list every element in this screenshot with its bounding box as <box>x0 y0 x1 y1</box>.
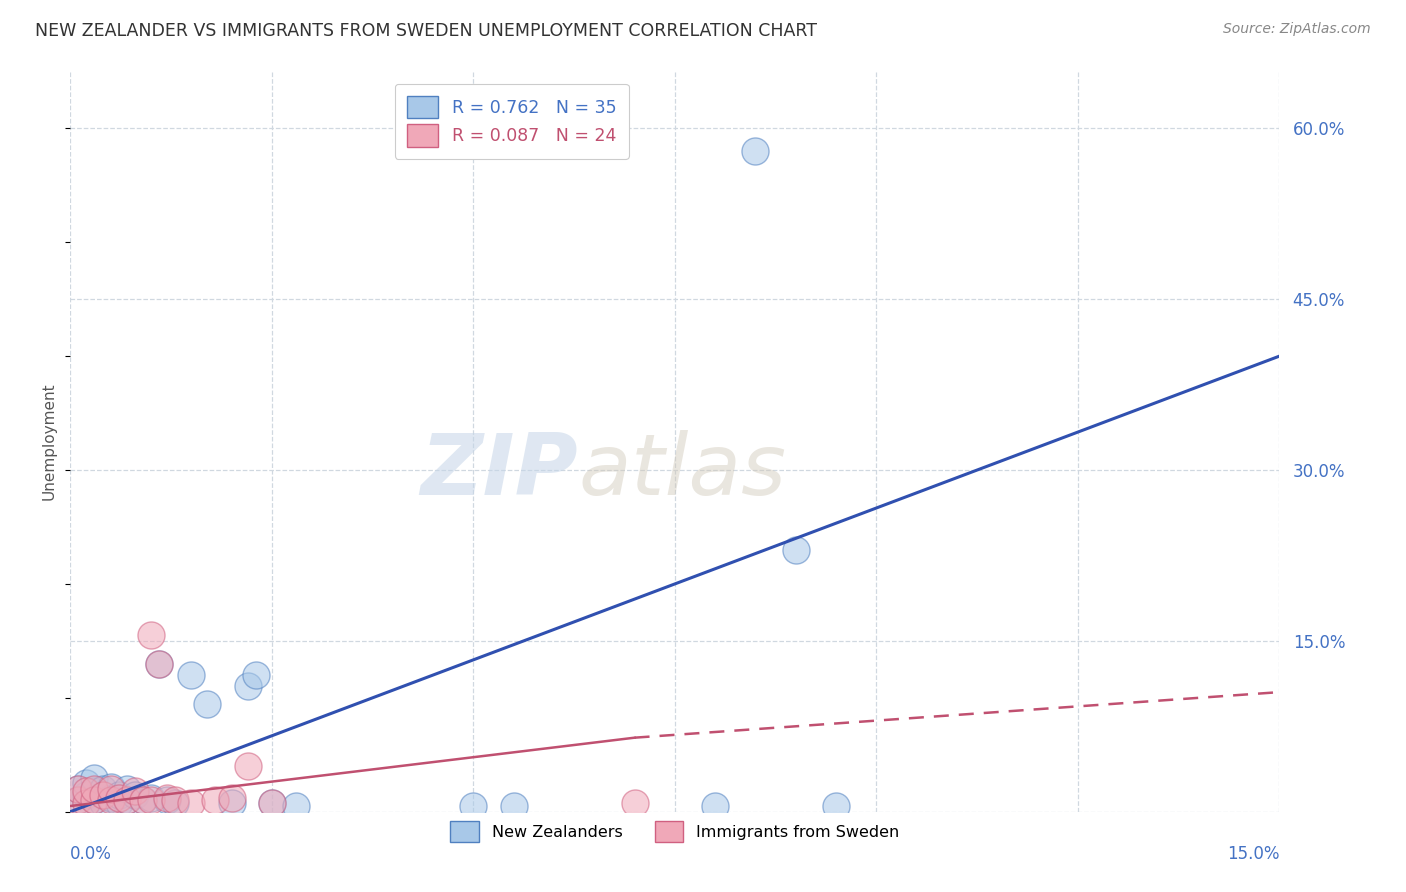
Point <box>75 796 97 810</box>
Point <box>83 771 105 785</box>
Point <box>236 680 259 694</box>
Point <box>156 791 179 805</box>
Point <box>260 796 283 810</box>
Point <box>83 793 105 807</box>
Text: NEW ZEALANDER VS IMMIGRANTS FROM SWEDEN UNEMPLOYMENT CORRELATION CHART: NEW ZEALANDER VS IMMIGRANTS FROM SWEDEN … <box>35 22 817 40</box>
Point <box>165 793 187 807</box>
Point <box>132 793 155 807</box>
Point <box>204 793 226 807</box>
Point <box>502 799 524 814</box>
Point <box>67 793 90 807</box>
Point <box>221 796 243 810</box>
Text: Source: ZipAtlas.com: Source: ZipAtlas.com <box>1223 22 1371 37</box>
Point <box>180 668 202 682</box>
Text: atlas: atlas <box>578 430 786 513</box>
Legend: New Zealanders, Immigrants from Sweden: New Zealanders, Immigrants from Sweden <box>444 815 905 848</box>
Point <box>156 793 179 807</box>
Point <box>107 788 129 802</box>
Point <box>67 793 90 807</box>
Point <box>67 781 90 796</box>
Point <box>704 799 727 814</box>
Point <box>285 799 308 814</box>
Point <box>83 781 105 796</box>
Point <box>221 791 243 805</box>
Point <box>75 788 97 802</box>
Point <box>139 793 162 807</box>
Text: 0.0%: 0.0% <box>70 845 112 863</box>
Point <box>107 791 129 805</box>
Point <box>115 781 138 796</box>
Point <box>124 784 146 798</box>
Point <box>245 668 267 682</box>
Point <box>75 776 97 790</box>
Point <box>139 628 162 642</box>
Point <box>83 784 105 798</box>
Point <box>825 799 848 814</box>
Point <box>100 780 122 794</box>
Point <box>744 144 766 158</box>
Point <box>91 796 114 810</box>
Point <box>785 542 807 557</box>
Point <box>115 793 138 807</box>
Point <box>100 781 122 796</box>
Text: 15.0%: 15.0% <box>1227 845 1279 863</box>
Point <box>75 796 97 810</box>
Point <box>107 796 129 810</box>
Point <box>260 796 283 810</box>
Point <box>124 788 146 802</box>
Point <box>75 784 97 798</box>
Point <box>100 791 122 805</box>
Point <box>139 791 162 805</box>
Point <box>132 793 155 807</box>
Point <box>463 799 485 814</box>
Point <box>148 657 170 671</box>
Point <box>195 697 218 711</box>
Text: ZIP: ZIP <box>420 430 578 513</box>
Point <box>236 759 259 773</box>
Point <box>115 793 138 807</box>
Point <box>100 793 122 807</box>
Point <box>67 781 90 796</box>
Point <box>91 788 114 802</box>
Point <box>180 796 202 810</box>
Point <box>165 796 187 810</box>
Point <box>623 796 645 810</box>
Point <box>148 657 170 671</box>
Y-axis label: Unemployment: Unemployment <box>42 383 58 500</box>
Point <box>91 781 114 796</box>
Point <box>83 793 105 807</box>
